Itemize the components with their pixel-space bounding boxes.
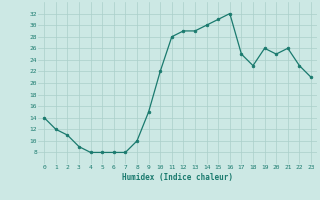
X-axis label: Humidex (Indice chaleur): Humidex (Indice chaleur) bbox=[122, 173, 233, 182]
